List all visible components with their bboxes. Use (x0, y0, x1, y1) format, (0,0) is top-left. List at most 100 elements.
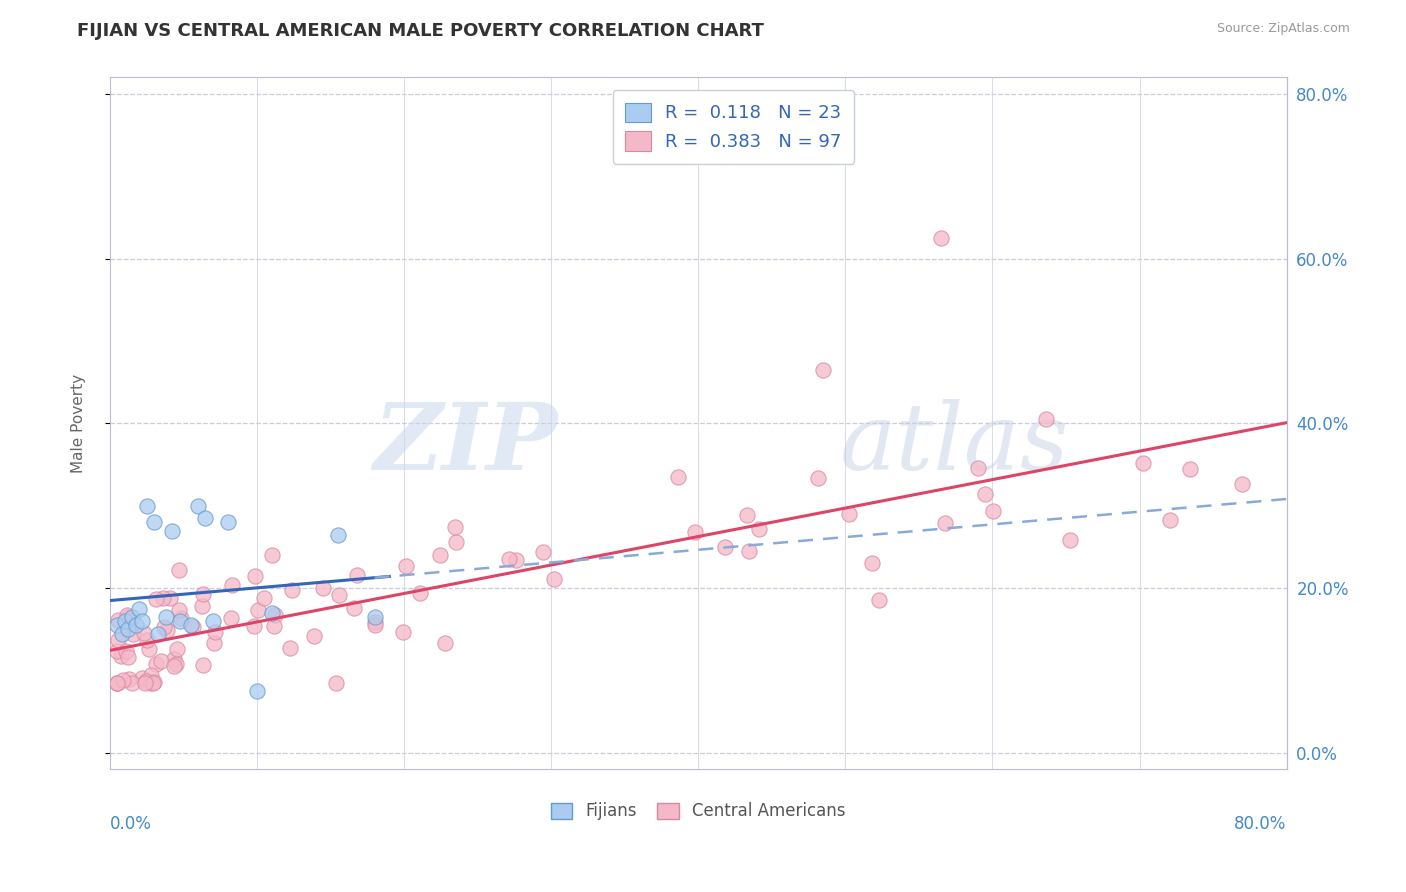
Point (135, 674, 157, 689)
Point (328, 588, 350, 602)
Point (134, 676, 156, 690)
Point (325, 676, 347, 690)
Point (125, 618, 148, 632)
Point (260, 606, 283, 620)
Point (929, 231, 952, 245)
Point (807, 471, 830, 485)
Point (312, 581, 335, 595)
Point (343, 600, 366, 615)
Point (364, 618, 387, 632)
Point (105, 676, 128, 690)
Point (110, 649, 132, 664)
Point (115, 644, 138, 658)
Point (105, 676, 128, 690)
Point (409, 586, 432, 600)
Point (112, 673, 135, 687)
Point (181, 619, 204, 633)
Point (1035, 411, 1057, 425)
Text: ZIP: ZIP (373, 400, 557, 489)
Point (114, 614, 136, 628)
Point (163, 651, 186, 665)
Point (245, 568, 267, 582)
Point (121, 627, 143, 641)
Point (141, 675, 163, 690)
Point (165, 657, 187, 671)
Point (246, 684, 269, 698)
Point (683, 524, 706, 539)
Point (392, 624, 415, 639)
Point (128, 601, 150, 615)
Point (278, 641, 301, 656)
Point (395, 559, 418, 574)
Point (364, 615, 387, 629)
Point (260, 548, 283, 562)
Point (145, 591, 167, 606)
Text: 80.0%: 80.0% (1234, 814, 1286, 833)
Text: atlas: atlas (839, 400, 1069, 489)
Point (838, 507, 860, 521)
Point (281, 582, 304, 597)
Point (666, 470, 689, 484)
Point (160, 524, 183, 538)
Point (142, 675, 165, 690)
Point (134, 626, 156, 640)
Point (868, 593, 890, 607)
Point (1230, 476, 1253, 491)
Point (1132, 456, 1154, 470)
Point (748, 523, 770, 537)
Point (444, 535, 467, 549)
Point (142, 675, 165, 690)
Point (135, 499, 157, 513)
Point (246, 603, 269, 617)
Point (981, 503, 1004, 517)
Text: FIJIAN VS CENTRAL AMERICAN MALE POVERTY CORRELATION CHART: FIJIAN VS CENTRAL AMERICAN MALE POVERTY … (77, 22, 765, 40)
Point (187, 499, 209, 513)
Point (714, 540, 737, 554)
Point (973, 487, 995, 501)
Point (118, 672, 141, 686)
Point (105, 644, 128, 658)
Point (429, 549, 451, 563)
Point (302, 629, 325, 643)
Point (543, 572, 565, 586)
Point (156, 624, 179, 638)
Point (138, 641, 160, 656)
Point (150, 654, 173, 668)
Point (443, 520, 465, 534)
Point (121, 676, 143, 690)
Point (166, 641, 188, 656)
Point (253, 591, 276, 606)
Point (263, 607, 285, 622)
Point (202, 636, 225, 650)
Point (191, 658, 214, 673)
Point (105, 676, 128, 690)
Y-axis label: Male Poverty: Male Poverty (72, 374, 86, 473)
Point (117, 610, 139, 624)
Point (531, 544, 554, 558)
Point (145, 657, 167, 672)
Point (190, 599, 212, 613)
Point (180, 618, 202, 632)
Point (191, 587, 214, 601)
Point (346, 568, 368, 582)
Point (143, 516, 166, 530)
Text: 0.0%: 0.0% (110, 814, 152, 833)
Point (155, 610, 177, 624)
Point (1059, 533, 1081, 548)
Point (934, 516, 956, 531)
Text: Source: ZipAtlas.com: Source: ZipAtlas.com (1216, 22, 1350, 36)
Point (152, 591, 174, 606)
Point (105, 618, 128, 632)
Point (167, 563, 190, 577)
Point (505, 553, 527, 567)
Point (121, 610, 143, 624)
Point (117, 650, 139, 665)
Point (204, 625, 226, 640)
Point (115, 607, 138, 622)
Point (326, 527, 349, 541)
Point (159, 591, 181, 606)
Point (967, 460, 990, 475)
Point (735, 508, 758, 522)
Point (163, 659, 186, 673)
Point (131, 614, 153, 628)
